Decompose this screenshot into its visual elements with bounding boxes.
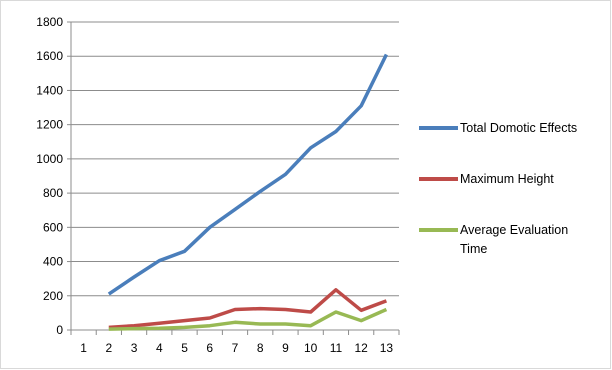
- y-tick-label: 600: [43, 220, 63, 234]
- x-tick-label: 8: [257, 341, 264, 355]
- y-tick-label: 1400: [36, 83, 63, 97]
- x-tick-label: 6: [206, 341, 213, 355]
- y-tick-label: 1800: [36, 15, 63, 29]
- data-series: [107, 53, 388, 331]
- series-line-1: [107, 53, 388, 296]
- x-tick-label: 5: [181, 341, 188, 355]
- series-line-3: [108, 307, 388, 331]
- legend-label: Average Evaluation Time: [460, 223, 568, 256]
- x-tick-label: 7: [232, 341, 239, 355]
- legend-label: Total Domotic Effects: [460, 121, 577, 135]
- x-tick-label: 9: [282, 341, 289, 355]
- y-tick-label: 1600: [36, 49, 63, 63]
- x-tick-label: 4: [156, 341, 163, 355]
- series-line-2: [108, 288, 388, 330]
- x-tick-label: 12: [354, 341, 368, 355]
- legend-label-line: Average Evaluation: [460, 223, 568, 237]
- legend-label: Maximum Height: [460, 172, 554, 186]
- y-tick-label: 0: [56, 323, 63, 337]
- gridlines: [71, 21, 399, 297]
- x-tick-label: 1: [80, 341, 87, 355]
- x-tick-label: 13: [380, 341, 394, 355]
- y-tick-label: 400: [43, 255, 63, 269]
- y-tick-label: 800: [43, 186, 63, 200]
- y-tick-label: 1200: [36, 118, 63, 132]
- legend-label-line: Maximum Height: [460, 172, 554, 186]
- legend: Total Domotic Effects Maximum Height Avera…: [419, 121, 577, 256]
- x-tick-label: 11: [330, 341, 343, 355]
- y-tick-label: 1000: [36, 152, 63, 166]
- legend-label-line: Total Domotic Effects: [460, 121, 577, 135]
- x-tick-label: 10: [304, 341, 318, 355]
- x-tick-label: 3: [131, 341, 138, 355]
- y-tick-label: 200: [43, 289, 63, 303]
- legend-label-line: Time: [460, 242, 487, 256]
- x-tick-label: 2: [106, 341, 113, 355]
